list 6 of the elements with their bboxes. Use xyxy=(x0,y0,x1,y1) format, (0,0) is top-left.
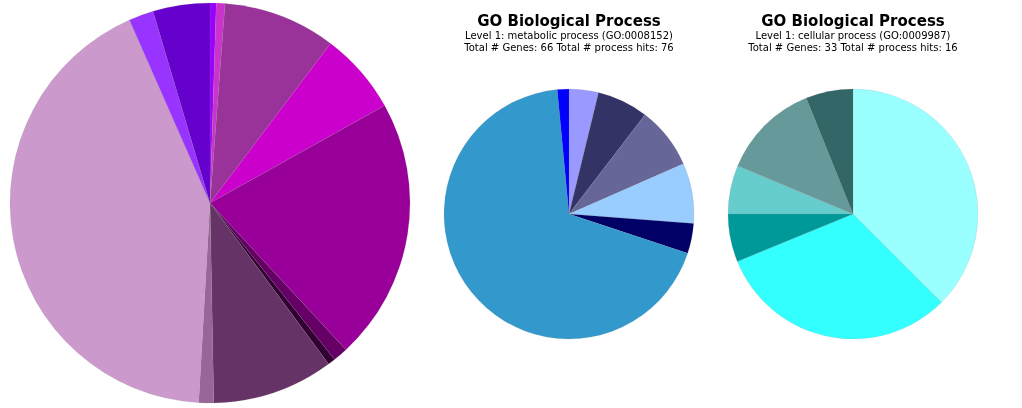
text: Total # Genes: 66 Total # process hits: 76 xyxy=(463,42,674,53)
chart-subtitle: Level 1: cellular process (GO:0009987) xyxy=(755,30,951,41)
chart-title: GO Biological Process xyxy=(477,12,661,30)
text: Total # Genes: 33 Total # process hits: 16 xyxy=(747,42,958,53)
chart-subtitle: Level 1: metabolic process (GO:0008152) xyxy=(465,30,674,41)
chart-title: GO Biological Process xyxy=(761,12,945,30)
